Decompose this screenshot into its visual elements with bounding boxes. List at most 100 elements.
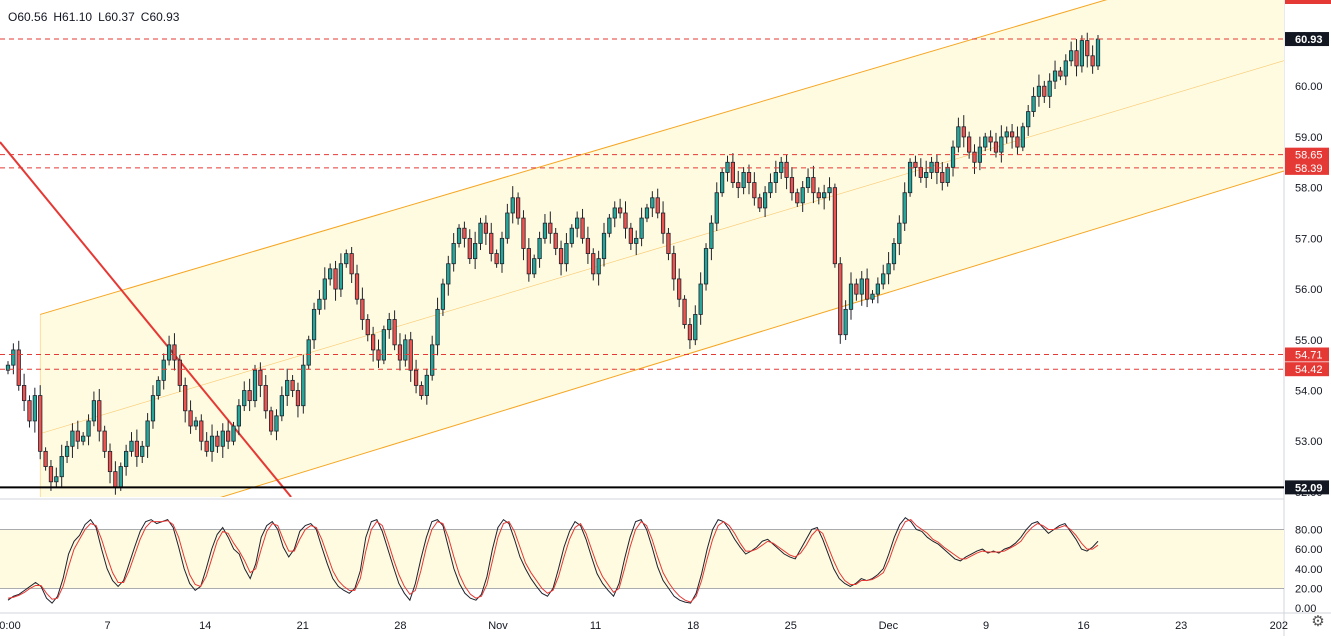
- stoch-tick-label: 40.00: [1295, 564, 1323, 576]
- time-tick-label: 202: [1270, 620, 1288, 632]
- candle: [870, 290, 875, 304]
- candle: [682, 295, 687, 329]
- candle: [451, 233, 456, 272]
- candle: [773, 160, 778, 193]
- candle: [150, 385, 156, 429]
- candle: [1009, 123, 1015, 149]
- candle: [671, 245, 676, 291]
- candle: [274, 409, 279, 441]
- candle: [306, 335, 311, 370]
- time-tick-label: 25: [785, 620, 797, 632]
- candle: [1020, 122, 1025, 152]
- time-tick-label: 11: [590, 620, 601, 632]
- price-tick-label: 58.00: [1295, 183, 1323, 195]
- candle: [811, 165, 816, 204]
- candle: [462, 221, 467, 248]
- candle: [725, 155, 730, 182]
- level-badge: 58.39: [1285, 160, 1329, 175]
- stoch-tick-label: 0.00: [1295, 603, 1316, 615]
- candle: [585, 226, 591, 264]
- candle: [822, 184, 827, 210]
- candle: [618, 198, 623, 219]
- gear-icon[interactable]: ⚙: [1311, 613, 1325, 630]
- channel-upper-line[interactable]: [40, 0, 1284, 315]
- candle: [639, 207, 644, 247]
- candle: [983, 132, 988, 152]
- candle: [864, 268, 870, 308]
- stoch-k-line: [7, 516, 1099, 604]
- time-tick-label: 0:00: [0, 620, 21, 632]
- main-pane[interactable]: [0, 0, 1284, 553]
- time-tick-label: Nov: [488, 620, 508, 632]
- candle: [220, 423, 225, 458]
- open-value: O60.56: [8, 10, 48, 24]
- trend-line[interactable]: [0, 141, 292, 497]
- candles: [5, 32, 1101, 495]
- candle: [231, 421, 236, 446]
- candle: [252, 364, 258, 408]
- candle: [199, 414, 204, 451]
- channel-middle-line[interactable]: [40, 60, 1284, 434]
- candle: [156, 376, 161, 400]
- candle: [693, 305, 698, 346]
- candle: [628, 222, 633, 251]
- candle: [86, 414, 91, 446]
- price-axis[interactable]: 61.0060.0059.0058.0057.0056.0055.0054.00…: [1285, 31, 1329, 499]
- stochastic-pane[interactable]: [0, 516, 1284, 604]
- candle: [387, 312, 392, 339]
- candle: [741, 167, 746, 195]
- candle: [81, 432, 86, 446]
- candle: [242, 381, 247, 412]
- channel-lower-line[interactable]: [40, 170, 1284, 553]
- candle: [768, 173, 773, 199]
- candle: [666, 227, 671, 261]
- candle: [650, 191, 655, 218]
- candle: [226, 420, 231, 450]
- candle: [515, 192, 521, 225]
- candle: [956, 117, 961, 153]
- time-axis[interactable]: 0:00 7 14 21 28 Nov 11 18 25 Dec 9 16 23 202: [0, 620, 1288, 632]
- level-badge: 54.71: [1285, 347, 1329, 362]
- candle: [413, 359, 419, 394]
- candle: [940, 162, 945, 191]
- candle: [816, 187, 821, 205]
- candle: [967, 131, 972, 159]
- price-tick-label: 57.00: [1295, 233, 1323, 245]
- stoch-d-line: [7, 519, 1099, 603]
- price-tick-label: 53.00: [1295, 436, 1323, 448]
- candle: [762, 186, 768, 218]
- price-tick-label: 56.00: [1295, 284, 1323, 296]
- candle: [16, 340, 21, 391]
- candle: [832, 183, 838, 268]
- channel-fill: [40, 0, 1284, 497]
- candle: [354, 264, 360, 305]
- ohlc-readout: O60.56 H61.10 L60.37 C60.93: [8, 10, 185, 24]
- candle: [1085, 32, 1090, 68]
- candle: [1090, 45, 1095, 74]
- stoch-axis[interactable]: 80.00 60.00 40.00 20.00 0.00: [1295, 524, 1323, 615]
- time-tick-label: 18: [687, 620, 699, 632]
- candle: [1079, 35, 1085, 73]
- close-value: C60.93: [140, 10, 180, 24]
- candle: [290, 375, 295, 398]
- candle: [489, 222, 494, 262]
- candle: [75, 420, 80, 450]
- candle: [805, 168, 811, 193]
- candle: [1015, 126, 1020, 155]
- candle: [129, 432, 134, 457]
- candle: [376, 339, 381, 368]
- candle: [21, 373, 27, 412]
- candle: [349, 246, 354, 283]
- candle: [703, 243, 709, 291]
- level-badge: 58.65: [1285, 147, 1329, 162]
- candle: [510, 186, 515, 224]
- candle: [1058, 66, 1063, 81]
- candle: [601, 222, 607, 267]
- candle: [757, 193, 762, 212]
- candle: [140, 440, 145, 464]
- time-tick-label: 14: [199, 620, 211, 632]
- candle: [505, 203, 510, 244]
- candle: [236, 399, 242, 436]
